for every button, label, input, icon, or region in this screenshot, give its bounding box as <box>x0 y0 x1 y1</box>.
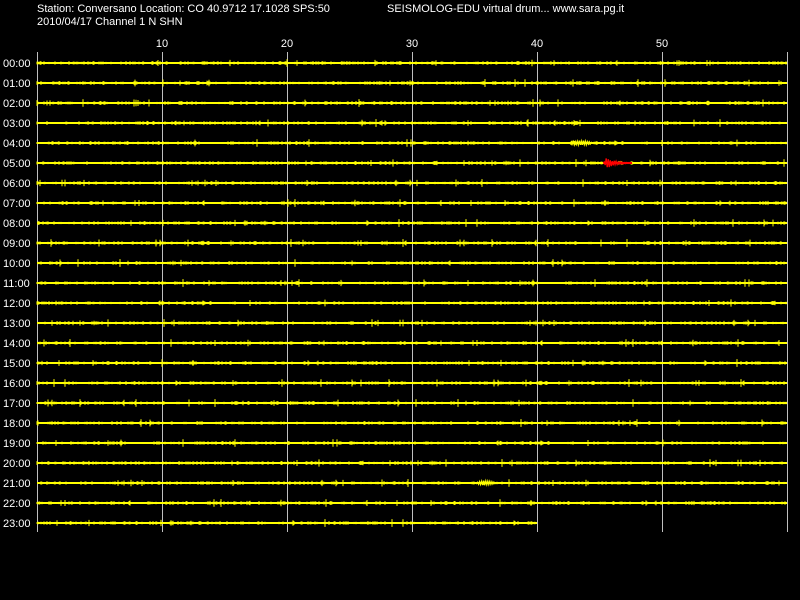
date-channel-info: 2010/04/17 Channel 1 N SHN <box>37 16 183 28</box>
trace-noise <box>38 259 785 267</box>
trace-noise <box>38 319 784 327</box>
trace-noise <box>36 519 536 527</box>
trace-noise <box>36 179 786 187</box>
trace-noise <box>36 199 787 207</box>
hour-label: 01:00 <box>3 78 31 90</box>
event-trace-2 <box>568 138 594 148</box>
hour-label: 05:00 <box>3 158 31 170</box>
hour-label: 09:00 <box>3 238 31 250</box>
trace-noise <box>36 359 786 367</box>
hour-label: 07:00 <box>3 198 31 210</box>
x-tick-label: 40 <box>531 38 543 50</box>
hour-label: 12:00 <box>3 298 31 310</box>
hour-label: 21:00 <box>3 478 31 490</box>
trace-noise <box>37 219 786 227</box>
trace-noise <box>36 79 787 87</box>
x-tick-label: 50 <box>656 38 668 50</box>
trace-noise <box>36 439 786 447</box>
hour-label: 22:00 <box>3 498 31 510</box>
hour-label: 15:00 <box>3 358 31 370</box>
hour-label: 16:00 <box>3 378 31 390</box>
hour-label: 19:00 <box>3 438 31 450</box>
trace-noise <box>36 99 785 107</box>
hour-label: 02:00 <box>3 98 31 110</box>
trace-noise <box>36 499 786 507</box>
trace-noise <box>36 399 787 407</box>
hour-label: 17:00 <box>3 398 31 410</box>
trace-noise <box>38 479 785 487</box>
event-trace-1 <box>474 478 498 487</box>
x-tick-label: 10 <box>156 38 168 50</box>
trace-noise <box>36 279 784 287</box>
hour-label: 18:00 <box>3 418 31 430</box>
hour-label: 23:00 <box>3 518 31 530</box>
hour-label: 03:00 <box>3 118 31 130</box>
hour-label: 04:00 <box>3 138 31 150</box>
trace-noise <box>36 379 785 387</box>
hour-label: 08:00 <box>3 218 31 230</box>
hour-label: 00:00 <box>3 58 31 70</box>
hour-label: 10:00 <box>3 258 31 270</box>
brand-info: SEISMOLOG-EDU virtual drum... www.sara.p… <box>387 3 625 15</box>
trace-noise <box>36 459 783 467</box>
trace-noise <box>36 299 787 307</box>
hour-label: 06:00 <box>3 178 31 190</box>
hour-label: 20:00 <box>3 458 31 470</box>
hour-label: 11:00 <box>3 278 30 290</box>
trace-noise <box>36 419 786 427</box>
trace-noise <box>36 59 787 67</box>
x-tick-label: 30 <box>406 38 418 50</box>
hour-label: 14:00 <box>3 338 31 350</box>
trace-noise <box>37 339 786 347</box>
x-tick-label: 20 <box>281 38 293 50</box>
trace-noise <box>36 239 786 247</box>
station-info: Station: Conversano Location: CO 40.9712… <box>37 3 330 15</box>
trace-noise <box>36 119 786 127</box>
hour-label: 13:00 <box>3 318 31 330</box>
trace-noise <box>36 139 787 147</box>
